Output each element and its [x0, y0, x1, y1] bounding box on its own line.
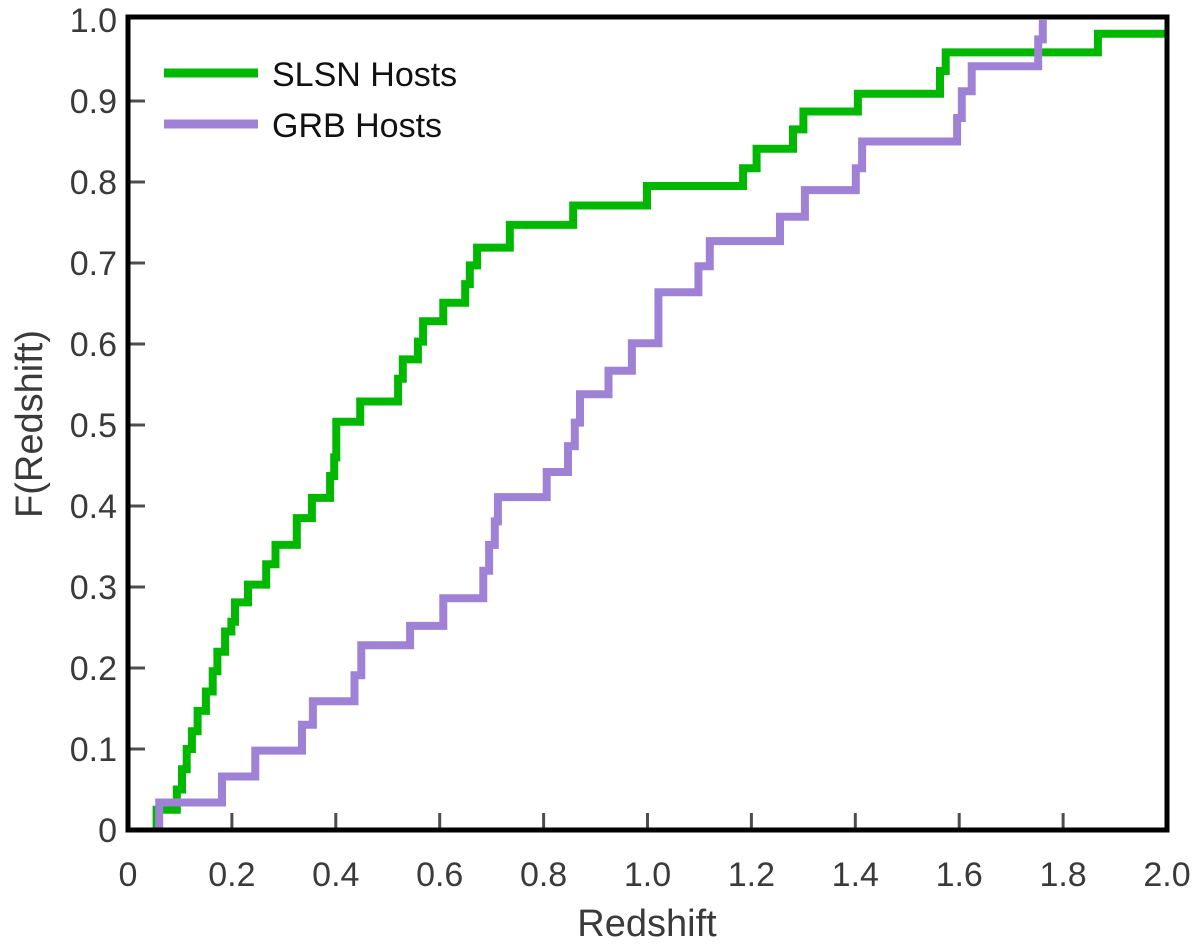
- tick-labels-layer: 0 0.2 0.4 0.6 0.8 1.0 1.2 1.4 1.6 1.8 2.0 0 0.1 0.2 0.…: [70, 2, 1191, 894]
- y-tick-label: 0.5: [70, 407, 117, 445]
- x-axis-label: Redshift: [577, 903, 717, 945]
- legend-label-slsn: SLSN Hosts: [272, 56, 457, 94]
- x-tick-label: 0.4: [312, 856, 359, 894]
- y-tick-label: 0: [98, 812, 117, 850]
- x-tick-label: 1.4: [832, 856, 879, 894]
- legend: SLSN Hosts GRB Hosts: [164, 56, 457, 145]
- x-tick-label: 0.2: [208, 856, 255, 894]
- curves-layer: [152, 20, 1167, 830]
- y-tick-label: 0.4: [70, 488, 117, 526]
- y-tick-label: 0.1: [70, 731, 117, 769]
- legend-label-grb: GRB Hosts: [272, 107, 442, 145]
- y-tick-label: 0.9: [70, 83, 117, 121]
- slsn-hosts-curve: [152, 29, 1167, 830]
- y-tick-label: 0.3: [70, 569, 117, 607]
- x-tick-label: 2.0: [1143, 856, 1190, 894]
- x-tick-label: 0.6: [416, 856, 463, 894]
- x-tick-label: 0: [119, 856, 138, 894]
- x-tick-label: 0.8: [520, 856, 567, 894]
- y-tick-label: 0.7: [70, 245, 117, 283]
- ticks-layer: [130, 99, 1065, 828]
- plot-frame: [125, 14, 1170, 833]
- x-tick-label: 1.6: [936, 856, 983, 894]
- y-tick-label: 0.8: [70, 164, 117, 202]
- x-tick-label: 1.0: [624, 856, 671, 894]
- y-tick-label: 0.6: [70, 326, 117, 364]
- y-tick-label: 1.0: [70, 2, 117, 40]
- grb-hosts-curve: [155, 20, 1047, 830]
- y-axis-label: F(Redshift): [9, 330, 51, 518]
- y-tick-label: 0.2: [70, 650, 117, 688]
- x-tick-label: 1.8: [1039, 856, 1086, 894]
- x-tick-label: 1.2: [728, 856, 775, 894]
